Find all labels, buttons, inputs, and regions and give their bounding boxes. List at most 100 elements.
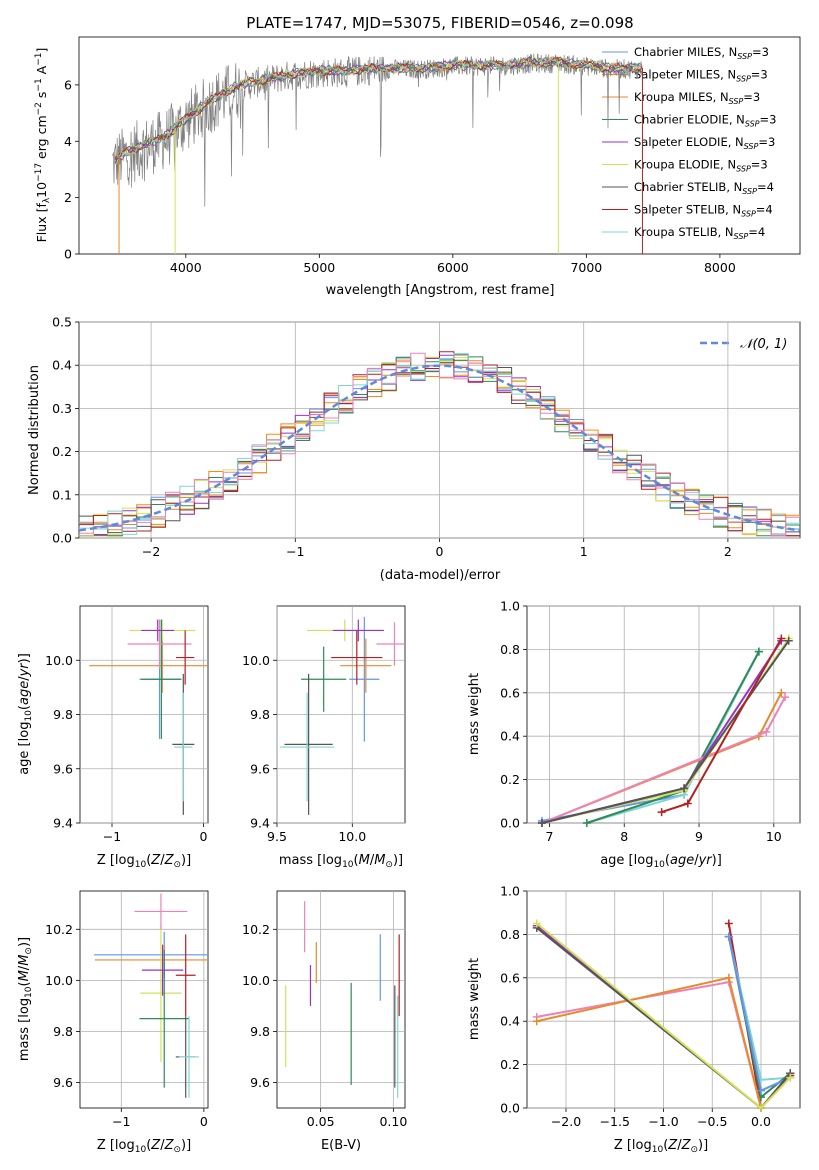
weight-line [727, 936, 791, 1081]
age_vs_mass-ytick-label: 9.6 [250, 761, 270, 776]
weight_vs_age-ytick-label: 0.2 [500, 772, 520, 787]
age_vs_mass-axes: 9.5 10.0 9.4 9.6 9.8 10.0 [242, 606, 405, 844]
weight_vs_Z-ytick-label: 0.8 [500, 927, 520, 942]
age_vs_Z-points [89, 619, 208, 815]
spectrum-ylabel: Flux [fλ10−17 erg cm−2 s−1 A−1] [34, 48, 52, 243]
weight-vs-age-frame [526, 605, 801, 824]
weight_vs_Z-ytick-label: 0.4 [500, 1014, 520, 1029]
weight_vs_age-ytick-label: 0.6 [500, 685, 520, 700]
weight_vs_age-xtick-label: 8 [620, 829, 628, 844]
residuals-xtick-label: 2 [724, 544, 732, 559]
residuals-ytick-label: 0.1 [52, 487, 72, 502]
weight-marker [777, 634, 786, 643]
residuals-panel: (data-model)/error Normed distribution 𝒩… [27, 321, 801, 583]
mass_vs_Z-points [94, 893, 208, 1098]
weight-vs-age-panel: age [log10(age/yr)] mass weight [467, 605, 801, 870]
mass-vs-ebv-xlabel: E(B-V) [321, 1138, 361, 1153]
figure-title: PLATE=1747, MJD=53075, FIBERID=0546, z=0… [246, 14, 633, 32]
residual-histogram [79, 359, 800, 537]
age_vs_Z-xtick-label: 0 [199, 829, 207, 844]
mass_vs_ebv-ytick-label: 9.8 [250, 1024, 270, 1039]
spectrum-xtick-label: 5000 [303, 260, 335, 275]
mass-vs-z-ylabel: mass [log10(M/M⊙)] [17, 937, 34, 1061]
residual-histogram [79, 352, 800, 537]
mass_vs_Z-ytick-label: 9.8 [53, 1024, 73, 1039]
weight-line [586, 651, 760, 824]
mass_vs_Z-ytick-label: 10.0 [45, 973, 73, 988]
weight-marker [724, 932, 733, 941]
age-vs-z-panel: Z [log10(Z/Z⊙)] age [log10(age/yr)] [17, 605, 209, 870]
mass_vs_ebv-axes: 0.05 0.10 9.6 9.8 10.0 10.2 [242, 891, 407, 1129]
spectrum-axes: 4000 5000 6000 7000 8000 0 2 4 6 [64, 77, 736, 275]
mass_vs_Z-ytick-label: 10.2 [45, 922, 73, 937]
mass_vs_Z-axes: −1 0 9.6 9.8 10.0 10.2 [45, 891, 208, 1129]
residuals-legend: 𝒩(0, 1) [700, 337, 787, 352]
mass_vs_Z-xtick-label: 0 [200, 1114, 208, 1129]
legend-label: Kroupa MILES, NSSP=3 [634, 90, 760, 106]
legend-label: Chabrier ELODIE, NSSP=3 [634, 113, 776, 129]
weight-marker [784, 636, 793, 645]
residuals-ytick-label: 0.2 [52, 444, 72, 459]
normal-curve [78, 364, 801, 532]
age-vs-z-xlabel: Z [log10(Z/Z⊙)] [97, 853, 191, 870]
weight_vs_age-axes: 7 8 9 10 0.0 0.2 0.4 0.6 0.8 1.0 [500, 599, 800, 844]
age_vs_Z-axes: −1 0 9.4 9.6 9.8 10.0 [45, 606, 208, 844]
weight_vs_age-xtick-label: 7 [545, 829, 553, 844]
spectrum-legend: Chabrier MILES, NSSP=3 Salpeter MILES, NS… [602, 45, 776, 241]
normal-legend-label: 𝒩(0, 1) [740, 337, 787, 352]
age_vs_Z-ytick-label: 9.8 [53, 707, 73, 722]
age_vs_mass-ytick-label: 9.4 [250, 816, 270, 831]
weight-marker [724, 973, 733, 982]
residuals-xtick-label: −1 [286, 544, 304, 559]
weight_vs_age-ytick-label: 0.4 [500, 729, 520, 744]
residuals-ytick-label: 0.0 [52, 531, 72, 546]
residual-histogram [79, 353, 800, 535]
weight-marker [757, 1086, 765, 1095]
weight_vs_Z-ytick-label: 1.0 [500, 884, 520, 899]
spectrum-xtick-label: 8000 [704, 260, 736, 275]
residuals-xtick-label: −2 [142, 544, 160, 559]
age_vs_Z-ytick-label: 9.4 [53, 816, 73, 831]
weight_vs_Z-series [532, 919, 795, 1112]
legend-label: Chabrier MILES, NSSP=3 [634, 45, 769, 61]
residuals-lines [78, 351, 801, 537]
legend-label: Kroupa ELODIE, NSSP=3 [634, 158, 768, 174]
weight_vs_Z-xtick-label: −1.5 [600, 1114, 630, 1129]
spectrum-panel: wavelength [Angstrom, rest frame] Flux [… [34, 36, 801, 298]
residuals-ylabel: Normed distribution [27, 365, 42, 495]
age_vs_mass-ytick-label: 9.8 [250, 707, 270, 722]
age_vs_mass-xtick-label: 9.5 [267, 829, 287, 844]
spectrum-frame [78, 36, 801, 255]
age_vs_mass-points [280, 616, 405, 815]
mass_vs_ebv-ytick-label: 9.6 [250, 1075, 270, 1090]
residuals-xtick-label: 0 [436, 544, 444, 559]
spectrum-ytick-label: 6 [64, 77, 72, 92]
mass_vs_ebv-ytick-label: 10.2 [242, 922, 270, 937]
spectrum-xlabel: wavelength [Angstrom, rest frame] [326, 283, 555, 298]
weight-marker [683, 799, 692, 808]
weight-line [541, 692, 783, 824]
weight_vs_Z-xtick-label: 0.0 [751, 1114, 771, 1129]
mass-vs-ebv-frame [276, 890, 406, 1109]
spectrum-ytick-label: 2 [64, 190, 72, 205]
weight-marker [762, 727, 771, 736]
weight_vs_Z-axes: −2.0 −1.5 −1.0 −0.5 0.0 0.0 0.2 0.4 0.6 0.8 1.0 [500, 884, 800, 1129]
weight_vs_age-xtick-label: 9 [695, 829, 703, 844]
legend-label: Salpeter MILES, NSSP=3 [634, 68, 768, 84]
weight_vs_Z-xtick-label: −2.0 [551, 1114, 581, 1129]
residuals-xlabel: (data-model)/error [380, 568, 501, 583]
mass_vs_Z-ytick-label: 9.6 [53, 1075, 73, 1090]
spectrum-xtick-label: 4000 [170, 260, 202, 275]
weight_vs_Z-ytick-label: 0.2 [500, 1057, 520, 1072]
age_vs_mass-ytick-label: 10.0 [242, 653, 270, 668]
weight-marker [657, 808, 666, 817]
mass_vs_ebv-xtick-label: 0.05 [307, 1114, 335, 1129]
residuals-ytick-label: 0.3 [52, 401, 72, 416]
residuals-ytick-label: 0.4 [52, 358, 72, 373]
age_vs_Z-ytick-label: 9.6 [53, 761, 73, 776]
weight-marker [680, 784, 689, 793]
mass-vs-z-panel: Z [log10(Z/Z⊙)] mass [log10(M/M⊙)] [17, 890, 209, 1155]
weight-marker [786, 1073, 795, 1082]
weight_vs_Z-xtick-label: −1.0 [648, 1114, 678, 1129]
